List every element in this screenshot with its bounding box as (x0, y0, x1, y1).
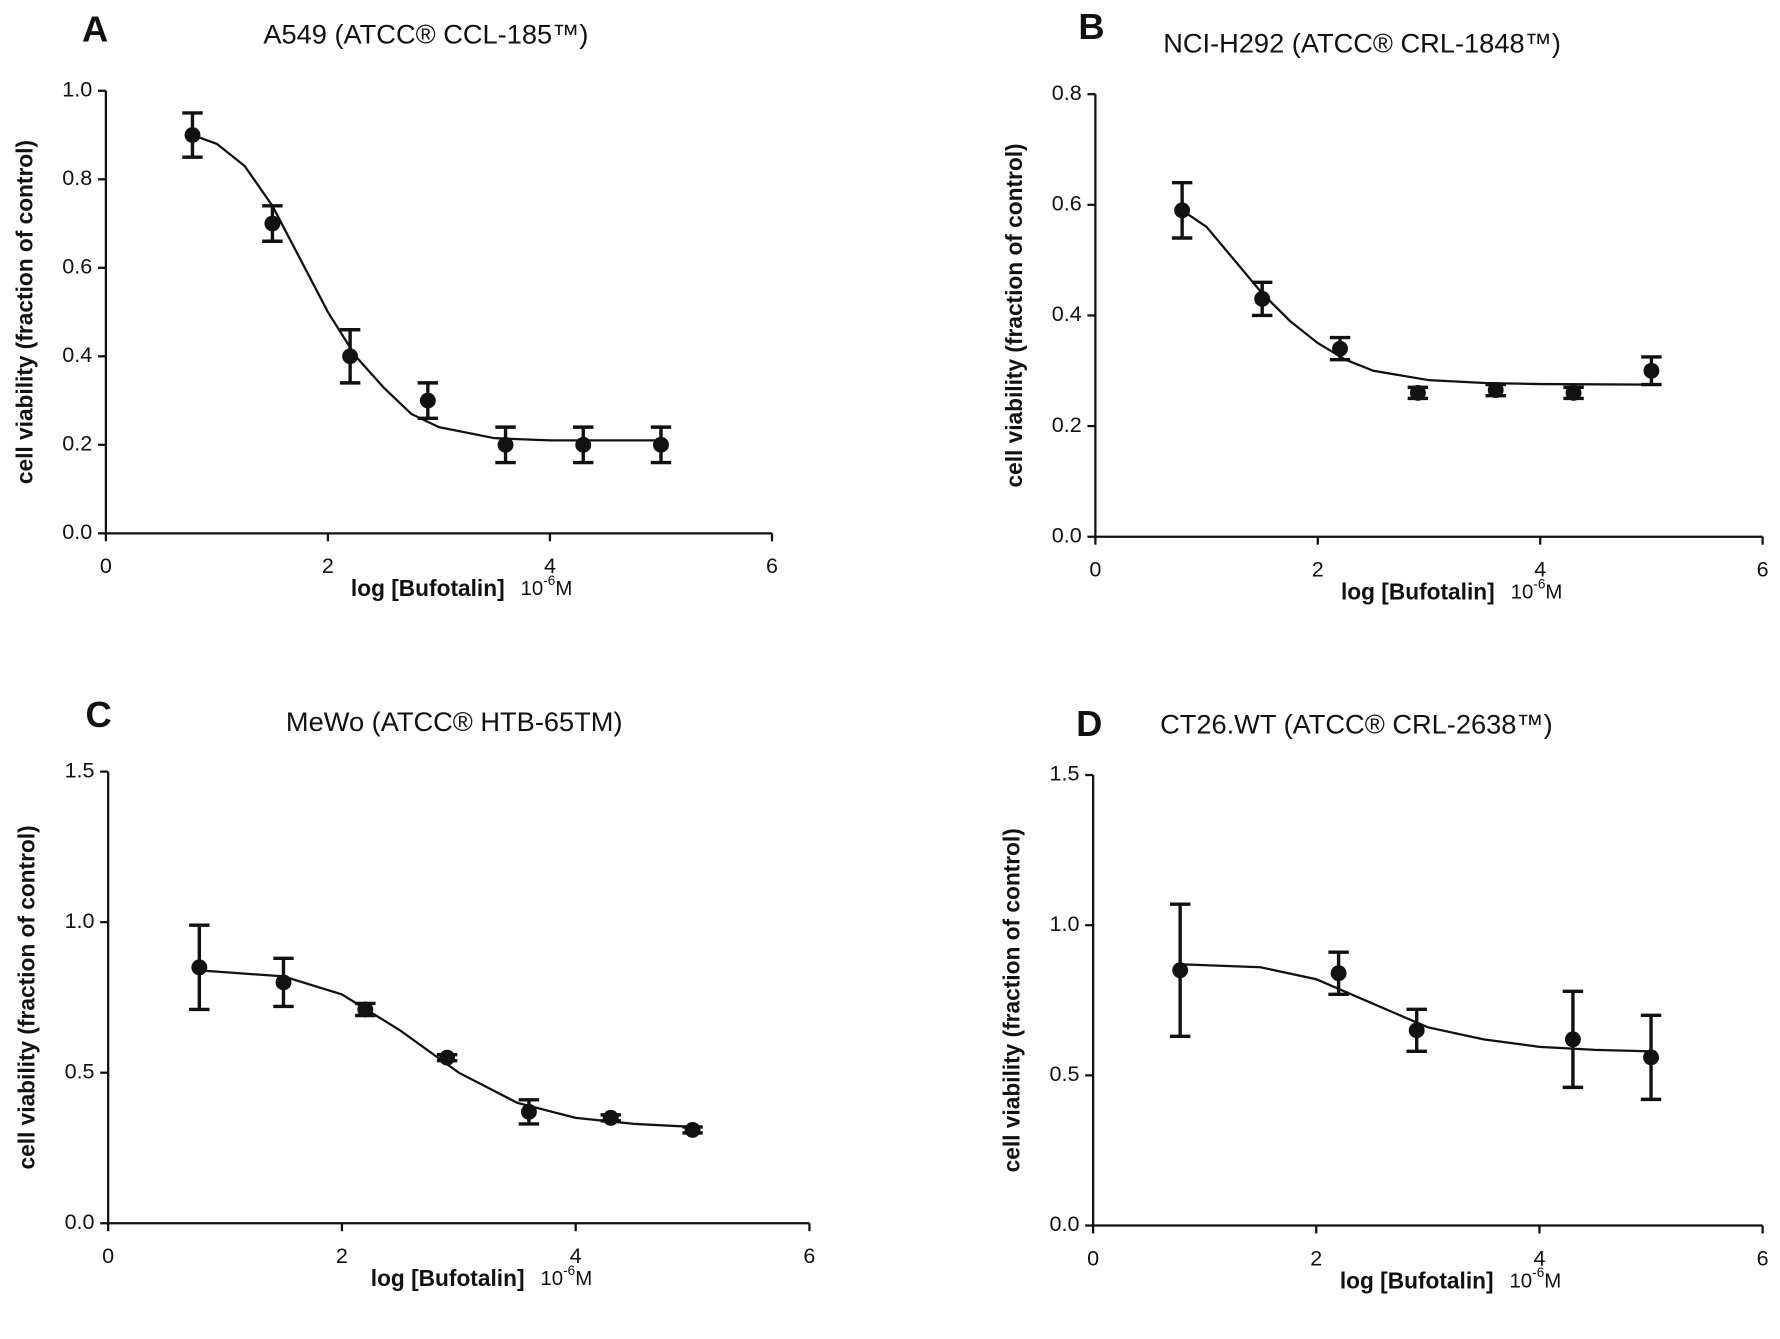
x-tick-label: 4 (1534, 556, 1546, 581)
point (184, 127, 201, 143)
y-tick-label: 0.0 (65, 1209, 95, 1234)
y-tick-label: 1.5 (1050, 761, 1080, 786)
x-tick-label: 4 (544, 553, 556, 578)
x-tick-label: 6 (766, 553, 778, 578)
y-tick-label: 0.8 (1052, 80, 1082, 105)
point (342, 348, 359, 365)
y-tick-label: 0.0 (1052, 522, 1082, 547)
y-tick-label: 0.8 (62, 165, 92, 190)
point (357, 1001, 374, 1018)
y-axis-label: cell viability (fraction of control) (14, 825, 40, 1169)
chart-title: MeWo (ATCC® HTB-65TM) (286, 706, 623, 737)
x-tick-label: 4 (1533, 1245, 1545, 1270)
y-tick-label: 1.0 (1050, 911, 1080, 936)
x-unit-exponent: -6 (563, 1263, 575, 1278)
point (1643, 1049, 1659, 1066)
point (439, 1049, 456, 1066)
chart-title: CT26.WT (ATCC® CRL-2638™) (1160, 708, 1553, 739)
x-unit-base: 10 (1511, 582, 1534, 604)
x-tick-label: 6 (1757, 556, 1769, 581)
point (575, 436, 592, 453)
point (497, 436, 514, 453)
y-tick-label: 1.0 (62, 76, 92, 101)
y-tick-label: 0.5 (1050, 1061, 1080, 1086)
y-axis-label: cell viability (fraction of control) (999, 828, 1025, 1172)
point (1174, 202, 1191, 219)
point (684, 1121, 701, 1138)
x-tick-label: 2 (1310, 1245, 1322, 1270)
x-tick-label: 2 (1312, 556, 1324, 581)
y-tick-label: 0.5 (65, 1058, 95, 1083)
point (1172, 962, 1189, 979)
x-tick-label: 0 (102, 1243, 114, 1268)
x-unit-exponent: -6 (1533, 576, 1545, 591)
point (1564, 1031, 1581, 1048)
x-axis-label: log [Bufotalin] 10-6M (1341, 576, 1562, 604)
x-unit: M (1544, 1271, 1561, 1293)
y-tick-label: 0.2 (1052, 412, 1082, 437)
y-tick-label: 0.4 (62, 342, 92, 367)
x-tick-label: 6 (803, 1243, 815, 1268)
point (1565, 384, 1582, 401)
fit-curve (1181, 209, 1652, 386)
point (520, 1103, 537, 1120)
fit-curve (199, 969, 693, 1129)
point (191, 959, 208, 976)
x-axis-label: log [Bufotalin] 10-6M (1340, 1265, 1561, 1293)
point (1408, 1022, 1425, 1039)
panel-label: C (85, 694, 111, 735)
x-tick-label: 2 (322, 553, 334, 578)
point (653, 436, 669, 453)
x-tick-label: 4 (570, 1243, 582, 1268)
y-tick-label: 1.0 (65, 908, 95, 933)
y-tick-label: 0.6 (62, 253, 92, 278)
point (419, 392, 436, 409)
y-axis-label: cell viability (fraction of control) (11, 140, 37, 484)
x-label-text: log [Bufotalin] (351, 575, 505, 601)
y-tick-label: 0.2 (62, 431, 92, 456)
x-label-text: log [Bufotalin] (1340, 1267, 1494, 1293)
x-tick-label: 6 (1757, 1245, 1769, 1270)
point (1254, 290, 1271, 307)
chart-title: NCI-H292 (ATCC® CRL-1848™) (1163, 28, 1561, 59)
x-tick-label: 0 (1087, 1245, 1099, 1270)
fit-curve (1180, 963, 1652, 1053)
x-unit-base: 10 (540, 1268, 563, 1290)
panel-label: D (1076, 703, 1102, 744)
point (602, 1109, 619, 1126)
x-label-text: log [Bufotalin] (371, 1265, 525, 1291)
y-axis-label: cell viability (fraction of control) (1001, 143, 1027, 487)
chart-title: A549 (ATCC® CCL-185™) (263, 18, 588, 49)
panel-label: B (1078, 6, 1104, 47)
x-unit: M (555, 578, 572, 600)
point (1332, 340, 1348, 357)
point (275, 974, 292, 991)
y-tick-label: 1.5 (65, 757, 95, 782)
x-unit-exponent: -6 (543, 573, 555, 588)
x-label-text: log [Bufotalin] (1341, 578, 1495, 604)
x-unit: M (575, 1268, 592, 1290)
x-unit-base: 10 (1509, 1271, 1532, 1293)
y-tick-label: 0.4 (1052, 301, 1082, 326)
point (1330, 965, 1347, 982)
point (1643, 362, 1660, 379)
x-unit-exponent: -6 (1532, 1265, 1544, 1280)
x-unit: M (1545, 582, 1562, 604)
y-tick-label: 0.6 (1052, 191, 1082, 216)
point (1409, 384, 1426, 401)
x-unit-base: 10 (521, 578, 544, 600)
x-tick-label: 0 (100, 553, 112, 578)
point (1487, 382, 1504, 399)
y-tick-label: 0.0 (1050, 1211, 1080, 1236)
x-tick-label: 2 (336, 1243, 348, 1268)
point (264, 215, 281, 232)
x-axis-label: log [Bufotalin] 10-6M (351, 573, 572, 601)
panel-label: A (82, 8, 108, 49)
x-axis-label: log [Bufotalin] 10-6M (371, 1263, 592, 1291)
x-tick-label: 0 (1089, 556, 1101, 581)
y-tick-label: 0.0 (62, 519, 92, 544)
